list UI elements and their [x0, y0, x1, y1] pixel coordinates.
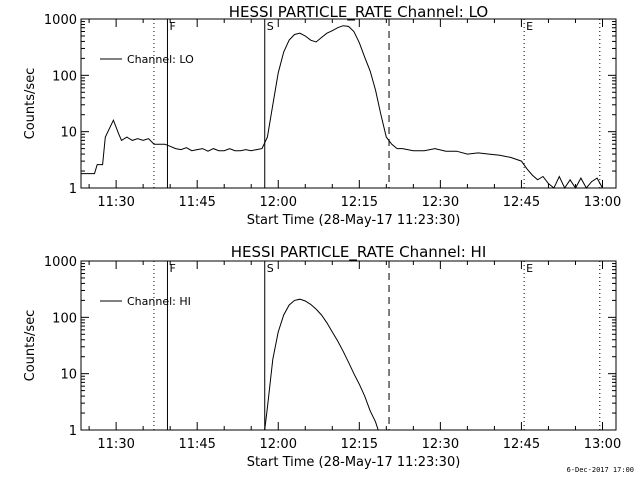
event-marker-label: E	[526, 262, 533, 275]
y-axis-label: Counts/sec	[23, 310, 38, 382]
x-tick-label: 12:15	[341, 437, 378, 452]
x-tick-label: 12:15	[341, 195, 378, 210]
print-timestamp: 6-Dec-2017 17:00	[566, 466, 634, 474]
x-tick-label: 12:45	[503, 195, 540, 210]
y-axis-label: Counts/sec	[23, 68, 38, 140]
x-tick-label: 13:00	[584, 195, 621, 210]
legend-label: Channel: LO	[127, 53, 194, 66]
x-tick-label: 13:00	[584, 437, 621, 452]
event-marker-label: F	[169, 20, 175, 33]
chart-panel-1: HESSI PARTICLE_RATE Channel: LO 11:30 11:4…	[23, 3, 621, 228]
plot-frame	[80, 18, 617, 189]
x-tick-label: 12:45	[503, 437, 540, 452]
data-series-line	[264, 298, 379, 431]
chart-title: HESSI PARTICLE_RATE Channel: HI	[231, 243, 487, 262]
data-series-line	[81, 25, 603, 190]
x-axis-label: Start Time (28-May-17 11:23:30)	[247, 213, 461, 228]
y-tick-label: 1000	[44, 13, 77, 28]
y-tick-label: 10	[60, 126, 77, 141]
x-tick-label: 11:30	[97, 195, 134, 210]
x-tick-label: 11:45	[178, 195, 215, 210]
event-marker-label: F	[169, 262, 175, 275]
y-tick-label: 1	[69, 424, 77, 439]
x-tick-label: 11:30	[97, 437, 134, 452]
legend-label: Channel: HI	[127, 295, 191, 308]
event-marker-label: E	[526, 20, 533, 33]
x-tick-label: 12:30	[422, 195, 459, 210]
plot-frame	[80, 260, 617, 431]
y-tick-label: 10	[60, 368, 77, 383]
y-tick-label: 100	[52, 311, 77, 326]
chart-title: HESSI PARTICLE_RATE Channel: LO	[229, 3, 488, 22]
y-tick-label: 1	[69, 182, 77, 197]
event-marker-label: S	[267, 262, 274, 275]
chart-panel-2: HESSI PARTICLE_RATE Channel: HI 11:30 11:4…	[23, 243, 621, 470]
x-tick-label: 11:45	[178, 437, 215, 452]
y-tick-label: 100	[52, 69, 77, 84]
x-tick-label: 12:30	[422, 437, 459, 452]
x-axis-label: Start Time (28-May-17 11:23:30)	[247, 455, 461, 470]
event-marker-label: S	[267, 20, 274, 33]
x-tick-label: 12:00	[260, 195, 297, 210]
y-tick-label: 1000	[44, 255, 77, 270]
x-tick-label: 12:00	[260, 437, 297, 452]
